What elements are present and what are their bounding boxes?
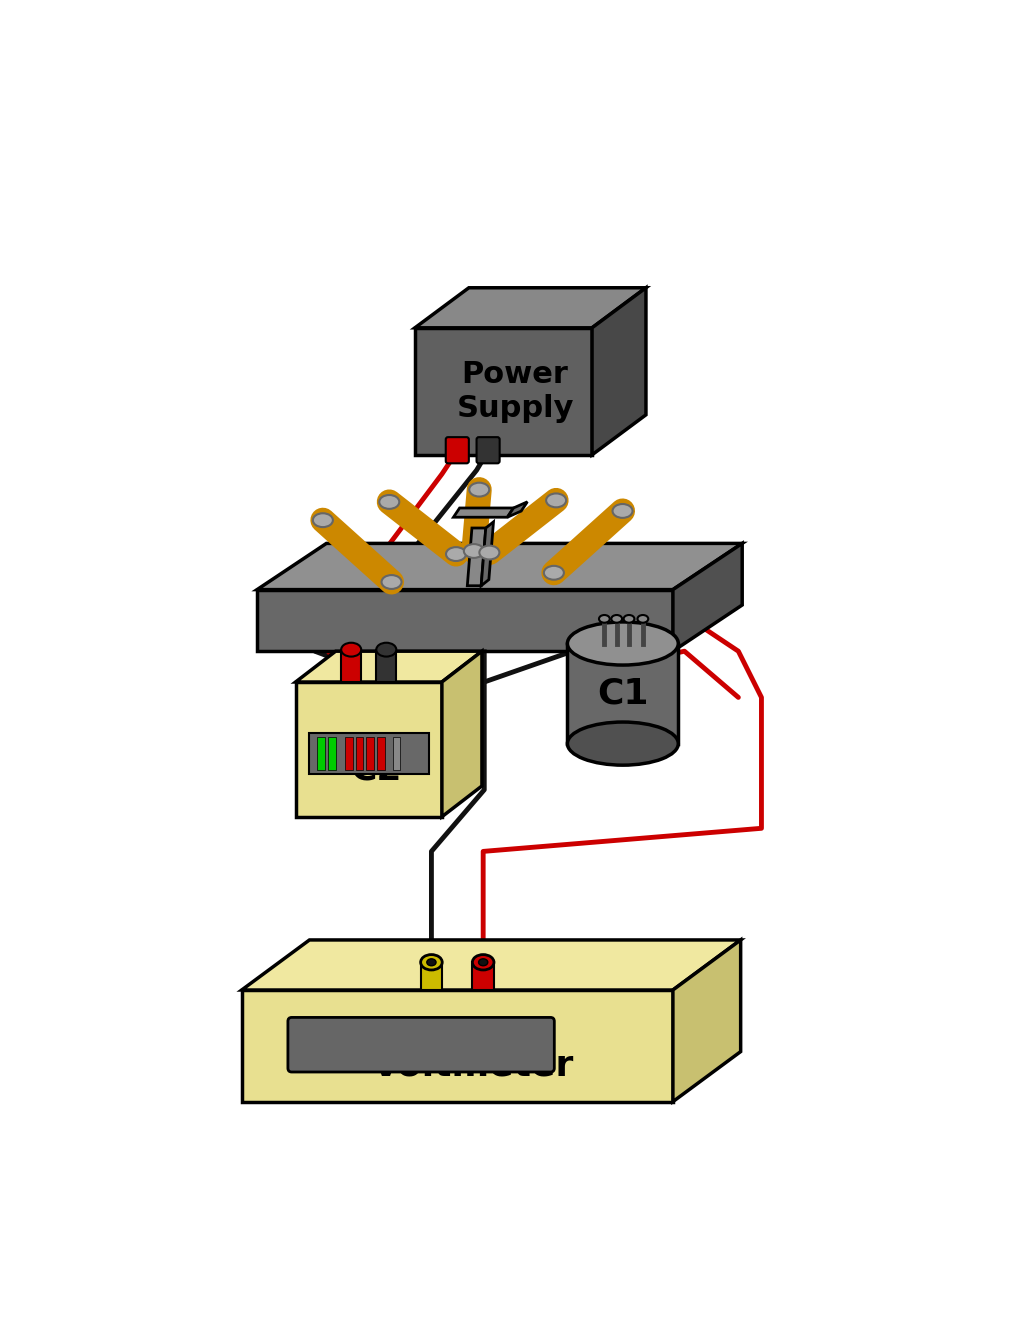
Ellipse shape [545,494,566,507]
FancyBboxPatch shape [344,737,353,770]
Ellipse shape [479,545,499,560]
Polygon shape [376,649,396,682]
Ellipse shape [376,643,396,656]
Polygon shape [257,544,742,590]
Ellipse shape [379,495,398,508]
Polygon shape [415,327,591,455]
Polygon shape [257,590,673,651]
Text: Voltmeter: Voltmeter [371,1049,574,1082]
Ellipse shape [478,958,487,966]
Ellipse shape [623,615,634,623]
Polygon shape [340,649,361,682]
Ellipse shape [313,513,332,527]
Ellipse shape [426,958,435,966]
Ellipse shape [472,954,493,970]
FancyBboxPatch shape [366,737,374,770]
Ellipse shape [567,722,678,766]
Polygon shape [472,962,493,990]
Polygon shape [242,990,673,1102]
Ellipse shape [598,615,609,623]
Polygon shape [506,502,527,517]
Polygon shape [453,508,513,517]
Ellipse shape [381,576,401,589]
Text: C1: C1 [596,677,648,710]
Polygon shape [296,682,441,817]
Polygon shape [467,528,485,586]
Ellipse shape [445,548,466,561]
Polygon shape [441,651,481,817]
Polygon shape [415,288,645,327]
Polygon shape [567,644,678,743]
Ellipse shape [567,622,678,665]
Text: C2: C2 [351,752,401,787]
Polygon shape [673,940,740,1102]
Ellipse shape [340,643,361,656]
Ellipse shape [637,615,648,623]
Ellipse shape [469,483,489,496]
Text: Power
Supply: Power Supply [455,360,574,422]
FancyBboxPatch shape [317,737,324,770]
FancyBboxPatch shape [476,437,499,463]
FancyBboxPatch shape [309,733,429,774]
FancyBboxPatch shape [392,737,399,770]
Ellipse shape [612,504,632,517]
Polygon shape [673,544,742,651]
FancyBboxPatch shape [377,737,384,770]
Polygon shape [420,962,442,990]
Ellipse shape [610,615,622,623]
FancyBboxPatch shape [445,437,469,463]
FancyBboxPatch shape [356,737,363,770]
Ellipse shape [543,566,564,579]
Ellipse shape [420,954,442,970]
Polygon shape [296,651,481,682]
Polygon shape [481,521,493,586]
FancyBboxPatch shape [287,1018,553,1072]
FancyBboxPatch shape [328,737,335,770]
Ellipse shape [464,544,483,558]
Polygon shape [591,288,645,455]
Polygon shape [242,940,740,990]
